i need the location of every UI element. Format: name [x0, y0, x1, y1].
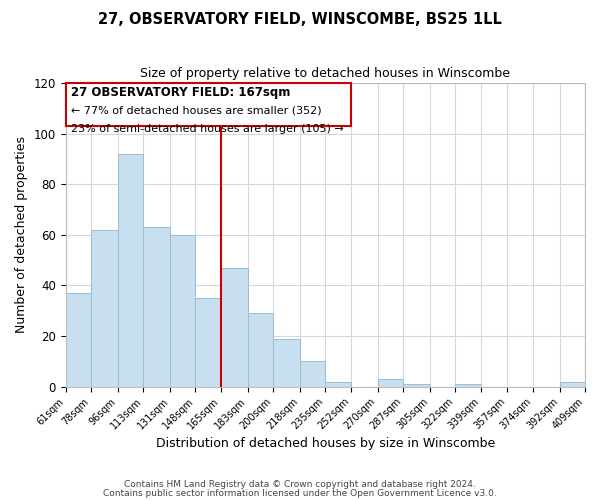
Bar — [325, 382, 350, 386]
Bar — [196, 298, 221, 386]
Bar — [221, 268, 248, 386]
Text: Contains public sector information licensed under the Open Government Licence v3: Contains public sector information licen… — [103, 488, 497, 498]
Bar — [455, 384, 481, 386]
Bar — [248, 314, 273, 386]
Bar — [560, 382, 585, 386]
Bar — [91, 230, 118, 386]
Bar — [300, 362, 325, 386]
FancyBboxPatch shape — [65, 83, 350, 126]
Text: 27, OBSERVATORY FIELD, WINSCOMBE, BS25 1LL: 27, OBSERVATORY FIELD, WINSCOMBE, BS25 1… — [98, 12, 502, 28]
Bar — [118, 154, 143, 386]
Bar — [403, 384, 430, 386]
Bar — [170, 235, 196, 386]
Text: 23% of semi-detached houses are larger (105) →: 23% of semi-detached houses are larger (… — [71, 124, 344, 134]
Text: Contains HM Land Registry data © Crown copyright and database right 2024.: Contains HM Land Registry data © Crown c… — [124, 480, 476, 489]
Bar — [377, 379, 403, 386]
Bar — [143, 228, 170, 386]
Text: ← 77% of detached houses are smaller (352): ← 77% of detached houses are smaller (35… — [71, 106, 322, 116]
Text: 27 OBSERVATORY FIELD: 167sqm: 27 OBSERVATORY FIELD: 167sqm — [71, 86, 290, 99]
X-axis label: Distribution of detached houses by size in Winscombe: Distribution of detached houses by size … — [156, 437, 495, 450]
Bar — [273, 338, 300, 386]
Title: Size of property relative to detached houses in Winscombe: Size of property relative to detached ho… — [140, 68, 511, 80]
Bar — [65, 293, 91, 386]
Y-axis label: Number of detached properties: Number of detached properties — [15, 136, 28, 334]
